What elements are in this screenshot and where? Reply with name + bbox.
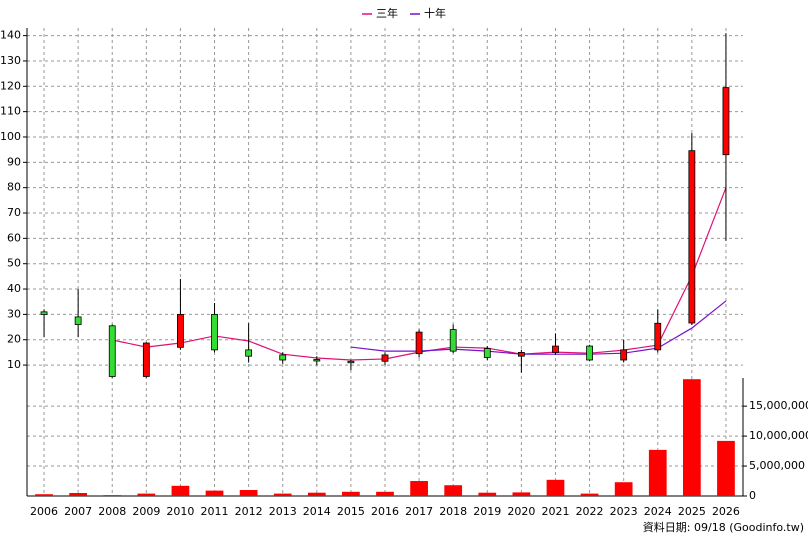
x-tick-label: 2012 xyxy=(235,505,263,518)
candle-body xyxy=(74,316,82,325)
x-tick-label: 2020 xyxy=(507,505,535,518)
volume-bar xyxy=(410,481,428,496)
candle-body xyxy=(381,354,389,362)
volume-tick-label: 5,000,000 xyxy=(749,459,805,472)
volume-bar xyxy=(69,493,88,496)
y-tick-label: 40 xyxy=(7,282,21,295)
candle-body xyxy=(654,322,662,351)
volume-bar xyxy=(512,492,531,496)
volume-bar xyxy=(580,493,599,496)
candle-body xyxy=(722,87,730,156)
candle-body xyxy=(449,329,457,352)
x-tick-label: 2023 xyxy=(610,505,638,518)
x-tick-label: 2014 xyxy=(303,505,331,518)
x-tick-label: 2019 xyxy=(473,505,501,518)
volume-bar xyxy=(35,494,53,496)
candle-body xyxy=(517,352,525,357)
volume-bar xyxy=(546,479,565,496)
volume-bar xyxy=(239,490,258,496)
y-tick-label: 140 xyxy=(0,29,21,42)
y-tick-label: 110 xyxy=(0,105,21,118)
x-tick-label: 2021 xyxy=(541,505,569,518)
legend-label: 十年 xyxy=(424,6,446,20)
x-tick-label: 2011 xyxy=(201,505,229,518)
candle-body xyxy=(177,313,184,348)
x-tick-label: 2007 xyxy=(64,505,92,518)
candle-body xyxy=(347,360,355,364)
candle-body xyxy=(108,325,116,377)
y-tick-label: 60 xyxy=(7,231,21,244)
x-tick-label: 2013 xyxy=(269,505,297,518)
candle-body xyxy=(586,345,593,361)
y-tick-label: 10 xyxy=(7,358,21,371)
volume-bar xyxy=(342,491,360,496)
volume-bar xyxy=(717,440,735,496)
x-tick-label: 2010 xyxy=(166,505,194,518)
x-tick-label: 2022 xyxy=(576,505,604,518)
volume-bar xyxy=(478,492,497,496)
candle-body xyxy=(688,150,696,324)
volume-bar xyxy=(103,495,122,496)
x-tick-label: 2018 xyxy=(439,505,467,518)
candle-body xyxy=(142,342,150,377)
volume-bar xyxy=(137,493,156,496)
ma-line xyxy=(350,300,727,355)
candle-body xyxy=(211,313,218,351)
y-tick-label: 120 xyxy=(0,79,21,92)
volume-tick-label: 15,000,000 xyxy=(749,399,808,412)
y-tick-label: 50 xyxy=(7,257,21,270)
volume-bar xyxy=(682,379,701,496)
y-tick-label: 100 xyxy=(0,130,21,143)
candle-body xyxy=(620,349,628,361)
y-tick-label: 70 xyxy=(7,206,21,219)
x-tick-label: 2015 xyxy=(337,505,365,518)
candle-body xyxy=(279,354,287,361)
candle-body xyxy=(313,359,321,362)
volume-tick-label: 0 xyxy=(749,489,756,502)
candle-body xyxy=(552,345,559,353)
volume-tick-label: 10,000,000 xyxy=(749,429,808,442)
y-tick-label: 20 xyxy=(7,333,21,346)
candle-body xyxy=(483,348,491,358)
x-tick-label: 2008 xyxy=(98,505,126,518)
candle-body xyxy=(40,311,48,315)
candle-body xyxy=(245,349,253,357)
y-tick-label: 80 xyxy=(7,181,21,194)
volume-bar xyxy=(444,485,463,496)
x-tick-label: 2016 xyxy=(371,505,399,518)
legend-label: 三年 xyxy=(376,6,398,20)
candle-body xyxy=(415,331,423,355)
y-tick-label: 30 xyxy=(7,307,21,320)
volume-bar xyxy=(171,485,190,496)
volume-bar xyxy=(205,490,224,496)
x-tick-label: 2024 xyxy=(644,505,672,518)
x-tick-label: 2006 xyxy=(30,505,58,518)
volume-bar xyxy=(614,482,633,496)
x-tick-label: 2025 xyxy=(678,505,706,518)
volume-bar xyxy=(307,492,326,496)
x-tick-label: 2017 xyxy=(405,505,433,518)
x-tick-label: 2026 xyxy=(712,505,740,518)
y-tick-label: 90 xyxy=(7,155,21,168)
volume-bar xyxy=(376,491,394,496)
x-tick-label: 2009 xyxy=(132,505,160,518)
source-note: 資料日期: 09/18 (Goodinfo.tw) xyxy=(643,520,804,534)
y-tick-label: 130 xyxy=(0,54,21,67)
volume-bar xyxy=(273,493,292,496)
volume-bar xyxy=(648,449,667,496)
